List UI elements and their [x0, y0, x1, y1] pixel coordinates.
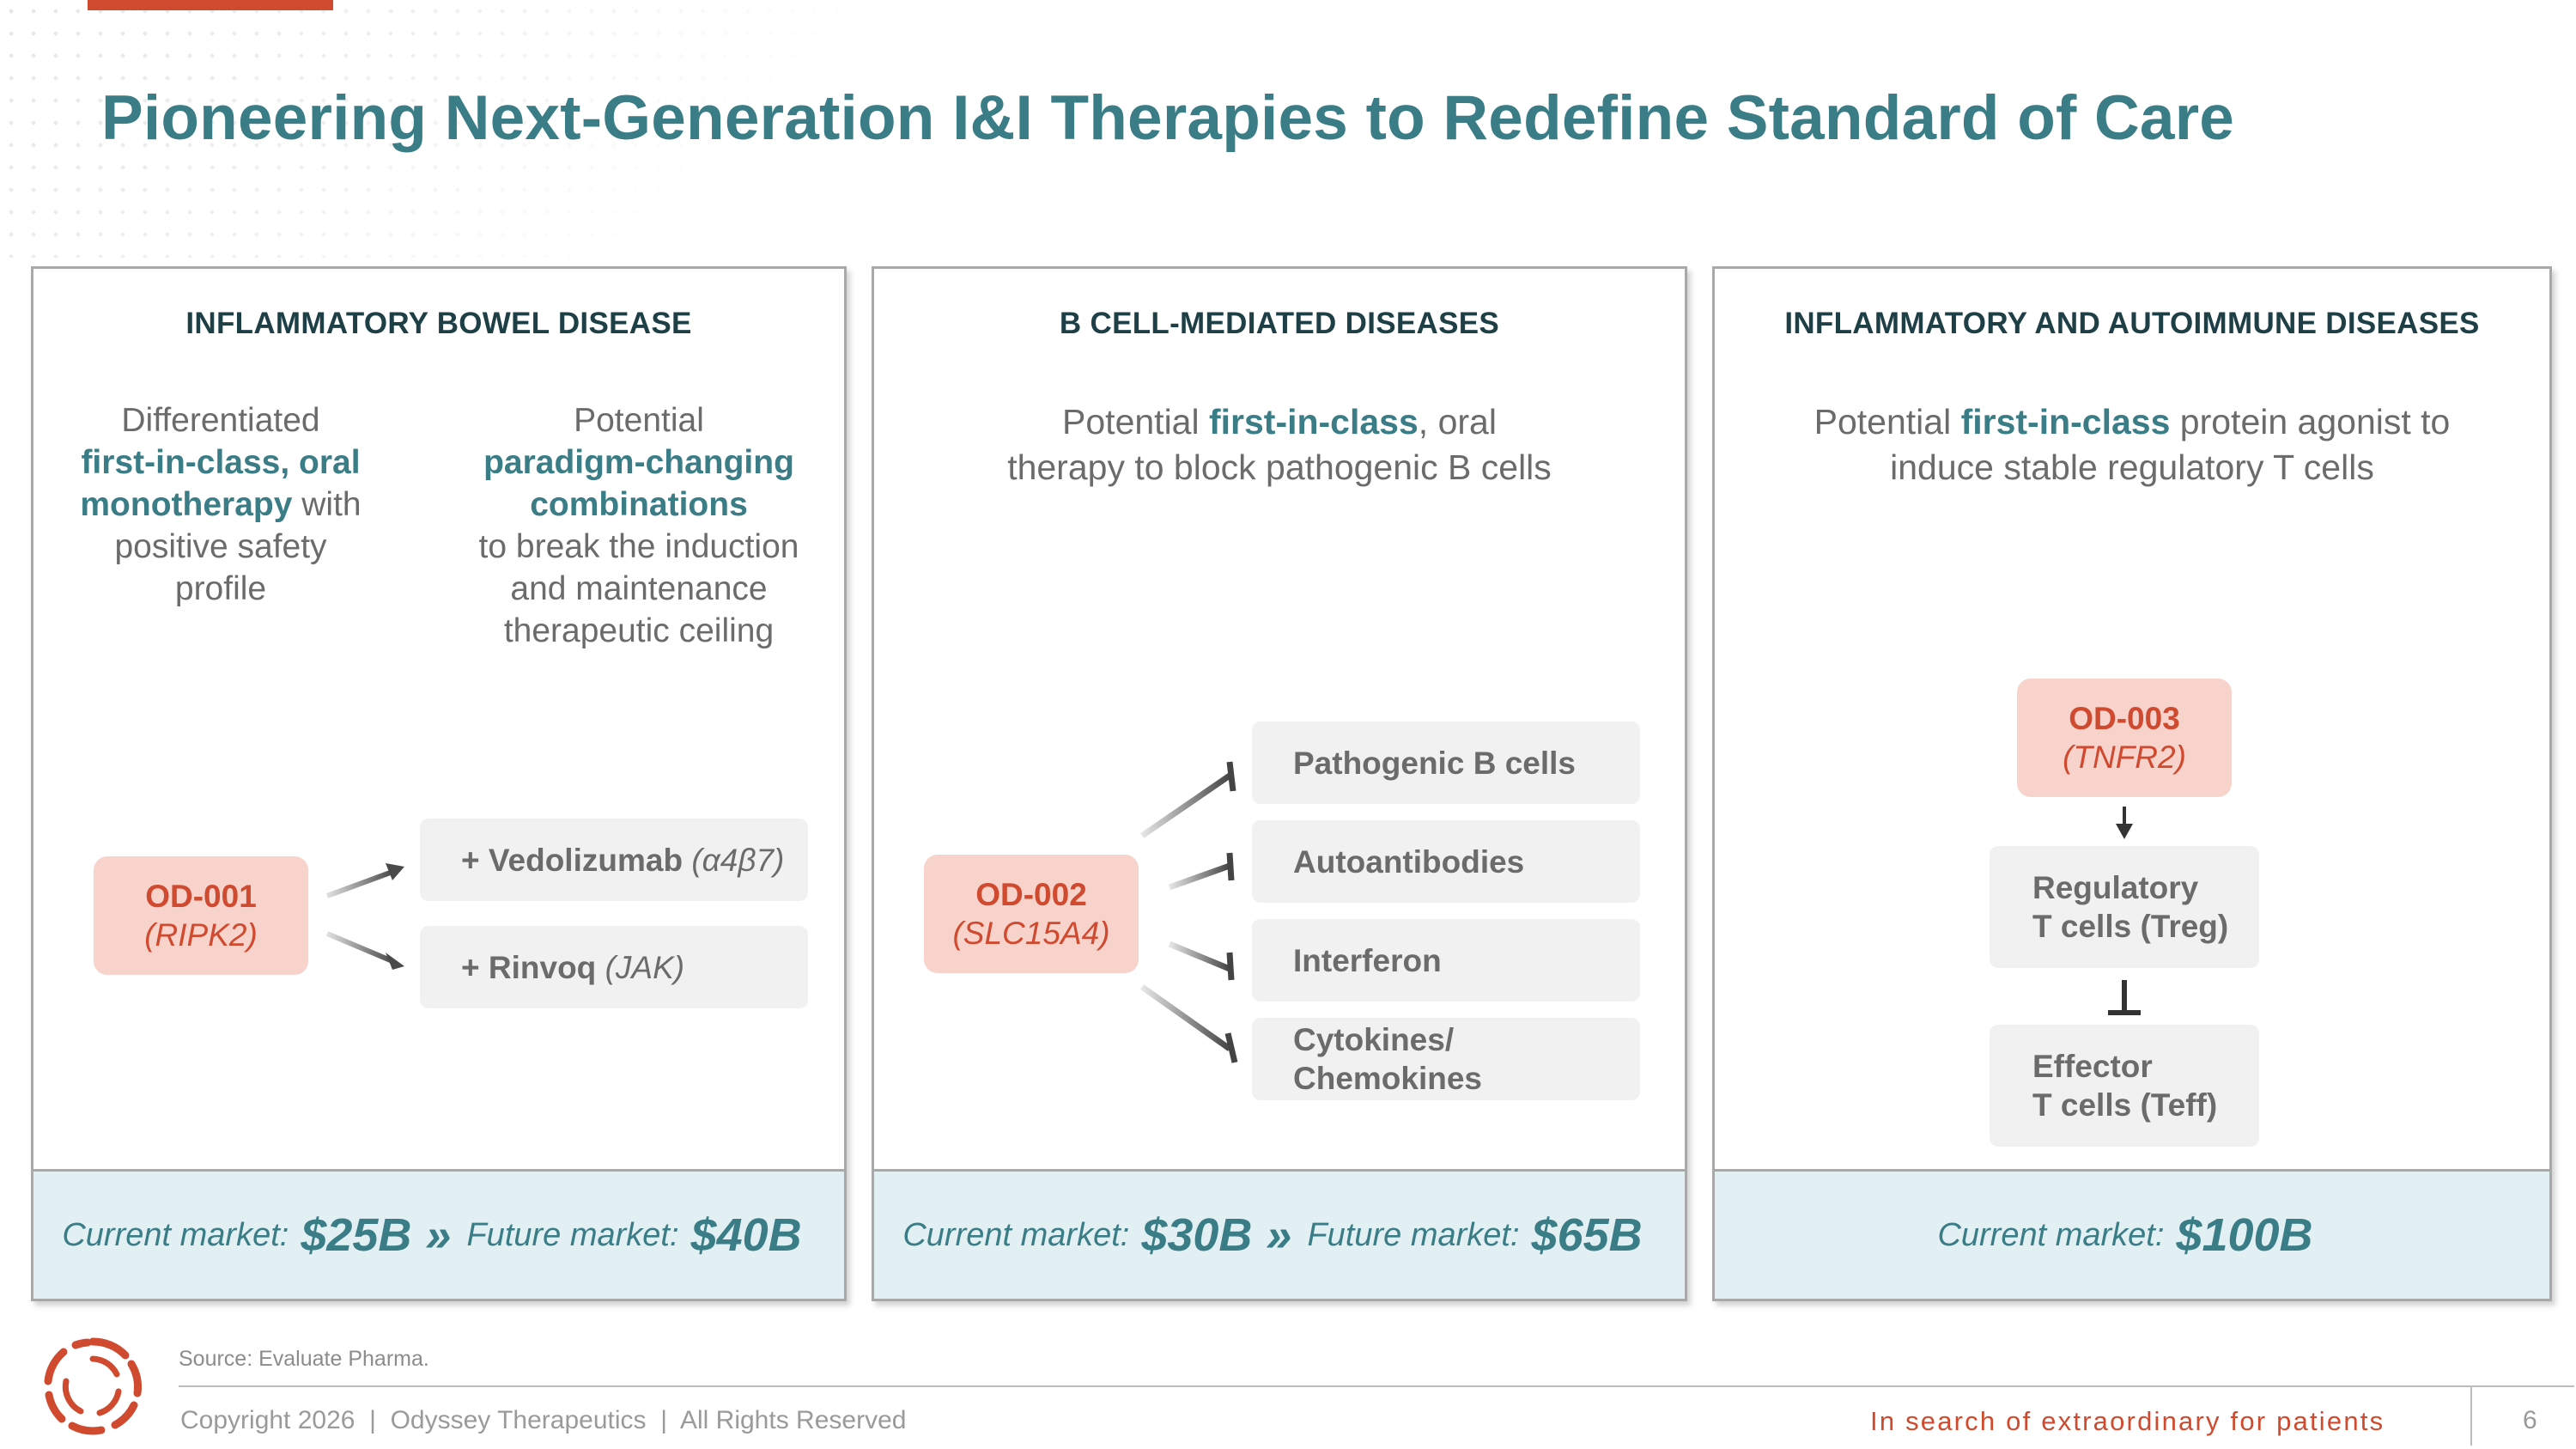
desc-line: positive safety: [114, 528, 327, 565]
dot-pattern-decoration: [0, 0, 884, 258]
desc-text: with: [292, 486, 361, 523]
treg-label: T cells (Treg): [2032, 909, 2229, 944]
card-heading: B CELL-MEDIATED DISEASES: [1059, 307, 1500, 340]
desc-highlight: first-in-class: [1960, 402, 2171, 441]
combo-vedolizumab: + Vedolizumab (α4β7): [420, 819, 808, 901]
treg-label: Regulatory: [2032, 870, 2199, 905]
current-market-label: Current market:: [902, 1216, 1130, 1253]
drug-name: OD-003: [2069, 701, 2180, 736]
drug-od-001: OD-001 (RIPK2): [94, 856, 308, 975]
footer-divider: [179, 1385, 2574, 1387]
drug-name: OD-002: [975, 877, 1087, 912]
card-heading: INFLAMMATORY AND AUTOIMMUNE DISEASES: [1784, 307, 2480, 340]
page-number: 6: [2523, 1406, 2537, 1434]
slide-title: Pioneering Next-Generation I&I Therapies…: [101, 83, 2235, 153]
accent-bar: [88, 0, 333, 10]
desc-line: therapeutic ceiling: [503, 612, 775, 649]
copyright-text: Copyright 2026 | Odyssey Therapeutics | …: [180, 1406, 907, 1434]
teff-box: Effector T cells (Teff): [1990, 1025, 2259, 1147]
desc-line: induce stable regulatory T cells: [1890, 447, 2374, 487]
drug-name: OD-001: [145, 879, 257, 914]
card-heading: INFLAMMATORY BOWEL DISEASE: [185, 307, 692, 340]
footer-vertical-divider: [2470, 1385, 2472, 1446]
drug-od-002: OD-002 (SLC15A4): [924, 855, 1139, 973]
treg-box: Regulatory T cells (Treg): [1990, 846, 2259, 968]
ibd-desc-left: Differentiated first-in-class, oral mono…: [49, 399, 392, 610]
arrow-icon: [325, 931, 404, 970]
source-note: Source: Evaluate Pharma.: [179, 1347, 429, 1371]
tagline: In search of extraordinary for patients: [1870, 1406, 2385, 1436]
inhibit-arrow-icon: [1168, 941, 1235, 981]
bcell-desc: Potential first-in-class, oral therapy t…: [874, 399, 1685, 490]
teff-label: T cells (Teff): [2032, 1087, 2218, 1123]
current-market-value: $100B: [2176, 1209, 2313, 1261]
target-label: Autoantibodies: [1293, 843, 1525, 880]
inhibit-arrow-icon: [1139, 984, 1238, 1063]
teff-label: Effector: [2032, 1049, 2153, 1084]
inhibit-arrow-icon: [1140, 761, 1236, 838]
target-label: Interferon: [1293, 942, 1442, 978]
target-label: Chemokines: [1293, 1061, 1483, 1096]
future-market-label: Future market:: [466, 1216, 679, 1253]
target-label: Cytokines/: [1293, 1022, 1455, 1057]
desc-text: , oral: [1418, 402, 1497, 441]
desc-line: Potential: [574, 402, 704, 439]
desc-highlight: paradigm-changing: [483, 444, 794, 481]
desc-highlight: combinations: [530, 486, 748, 523]
desc-line: therapy to block pathogenic B cells: [1007, 447, 1552, 487]
future-market-value: $40B: [690, 1209, 802, 1261]
desc-highlight: monotherapy: [80, 486, 293, 523]
market-bar: Current market: $30B » Future market: $6…: [874, 1169, 1685, 1299]
arrow-icon: [325, 863, 404, 898]
arrow-icon: [2116, 807, 2133, 839]
card-autoimmune: INFLAMMATORY AND AUTOIMMUNE DISEASES Pot…: [1712, 266, 2552, 1301]
desc-line: profile: [174, 570, 267, 607]
target-autoantibodies: Autoantibodies: [1252, 820, 1640, 903]
combo-name: + Rinvoq: [461, 949, 597, 985]
desc-line: Differentiated: [121, 402, 320, 439]
current-market-label: Current market:: [62, 1216, 289, 1253]
market-bar: Current market: $25B » Future market: $4…: [33, 1169, 844, 1299]
drug-target: (TNFR2): [2063, 740, 2186, 775]
combo-target: (JAK): [605, 949, 685, 985]
desc-line: and maintenance: [510, 570, 768, 607]
desc-highlight: first-in-class, oral: [81, 444, 361, 481]
ibd-desc-right: Potential paradigm-changing combinations…: [437, 399, 841, 652]
odyssey-logo-icon: [44, 1337, 142, 1435]
desc-line: to break the induction: [478, 528, 799, 565]
future-market-label: Future market:: [1307, 1216, 1520, 1253]
drug-od-003: OD-003 (TNFR2): [2017, 679, 2232, 797]
inhibit-arrow-icon: [1168, 852, 1235, 891]
market-bar: Current market: $100B: [1715, 1169, 2549, 1299]
card-b-cell: B CELL-MEDIATED DISEASES Potential first…: [872, 266, 1687, 1301]
market-arrow: »: [425, 1209, 452, 1261]
inhibit-arrow-icon: [2108, 980, 2141, 1015]
drug-target: (SLC15A4): [952, 916, 1110, 951]
current-market-value: $30B: [1141, 1209, 1253, 1261]
combo-name: + Vedolizumab: [461, 842, 683, 878]
desc-text: protein agonist to: [2170, 402, 2451, 441]
desc-text: Potential: [1814, 402, 1961, 441]
combo-target: (α4β7): [691, 842, 785, 878]
target-label: Pathogenic B cells: [1293, 745, 1576, 781]
drug-target: (RIPK2): [144, 917, 258, 953]
desc-text: Potential: [1062, 402, 1209, 441]
combo-rinvoq: + Rinvoq (JAK): [420, 926, 808, 1008]
future-market-value: $65B: [1531, 1209, 1643, 1261]
autoimmune-desc: Potential first-in-class protein agonist…: [1715, 399, 2549, 490]
target-cytokines-chemokines: Cytokines/ Chemokines: [1252, 1018, 1640, 1100]
ibd-arrows: [325, 863, 404, 970]
target-pathogenic-b-cells: Pathogenic B cells: [1252, 721, 1640, 804]
autoimmune-arrows: [2108, 807, 2141, 1015]
target-interferon: Interferon: [1252, 919, 1640, 1002]
market-arrow: »: [1266, 1209, 1292, 1261]
current-market-label: Current market:: [1937, 1216, 2165, 1253]
bcell-inhibit-lines: [1139, 761, 1238, 1063]
card-ibd: INFLAMMATORY BOWEL DISEASE Differentiate…: [31, 266, 847, 1301]
desc-highlight: first-in-class: [1208, 402, 1419, 441]
current-market-value: $25B: [301, 1209, 412, 1261]
